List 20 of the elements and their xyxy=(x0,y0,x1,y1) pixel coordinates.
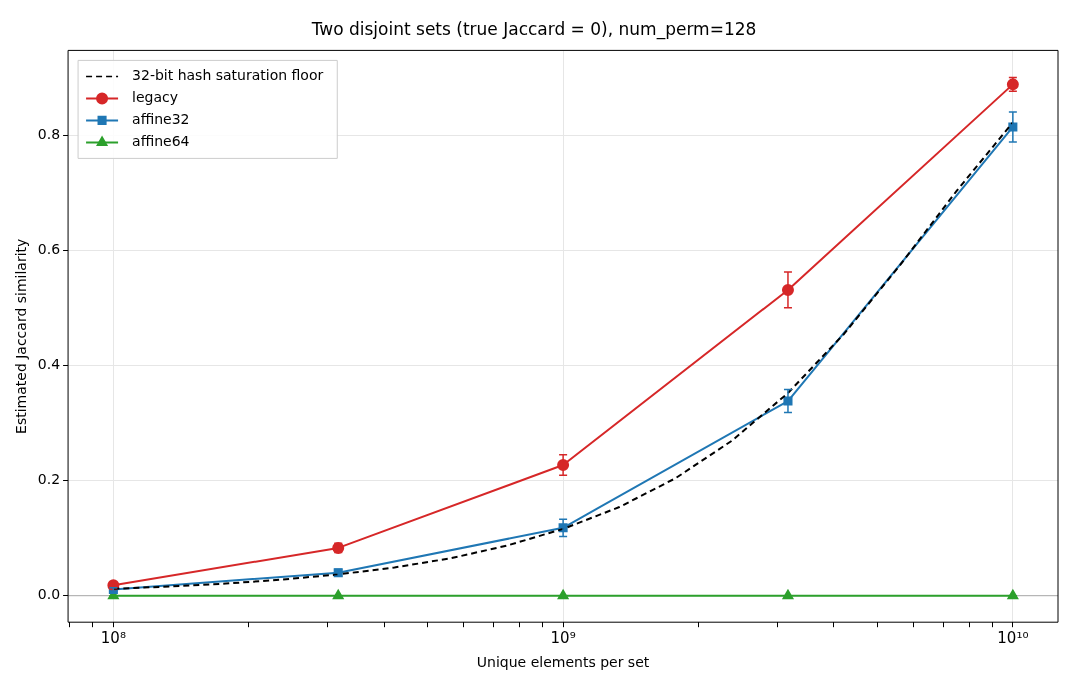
point xyxy=(332,589,344,600)
chart-title: Two disjoint sets (true Jaccard = 0), num_perm=128 xyxy=(310,18,757,40)
y-tick-label: 0.6 xyxy=(37,240,61,257)
legend-label: affine32 xyxy=(132,111,190,128)
point xyxy=(557,589,569,600)
y-tick-label: 0.8 xyxy=(37,125,61,142)
x-tick-label: 10⁹ xyxy=(550,629,576,648)
legend-label: 32-bit hash saturation floor xyxy=(132,67,324,84)
point xyxy=(782,589,794,600)
x-tick-label: 10⁸ xyxy=(100,629,126,648)
y-tick-label: 0.2 xyxy=(37,471,61,488)
y-axis-title: Estimated Jaccard similarity xyxy=(13,238,30,434)
x-tick-label: 10¹⁰ xyxy=(997,629,1029,648)
y-tick-label: 0.4 xyxy=(37,356,61,373)
x-axis-title: Unique elements per set xyxy=(476,654,650,671)
point xyxy=(783,396,793,406)
legend-label: affine64 xyxy=(132,133,190,150)
y-tick-label: 0.0 xyxy=(37,586,61,603)
point xyxy=(1007,589,1019,600)
legend-label: legacy xyxy=(132,89,179,106)
